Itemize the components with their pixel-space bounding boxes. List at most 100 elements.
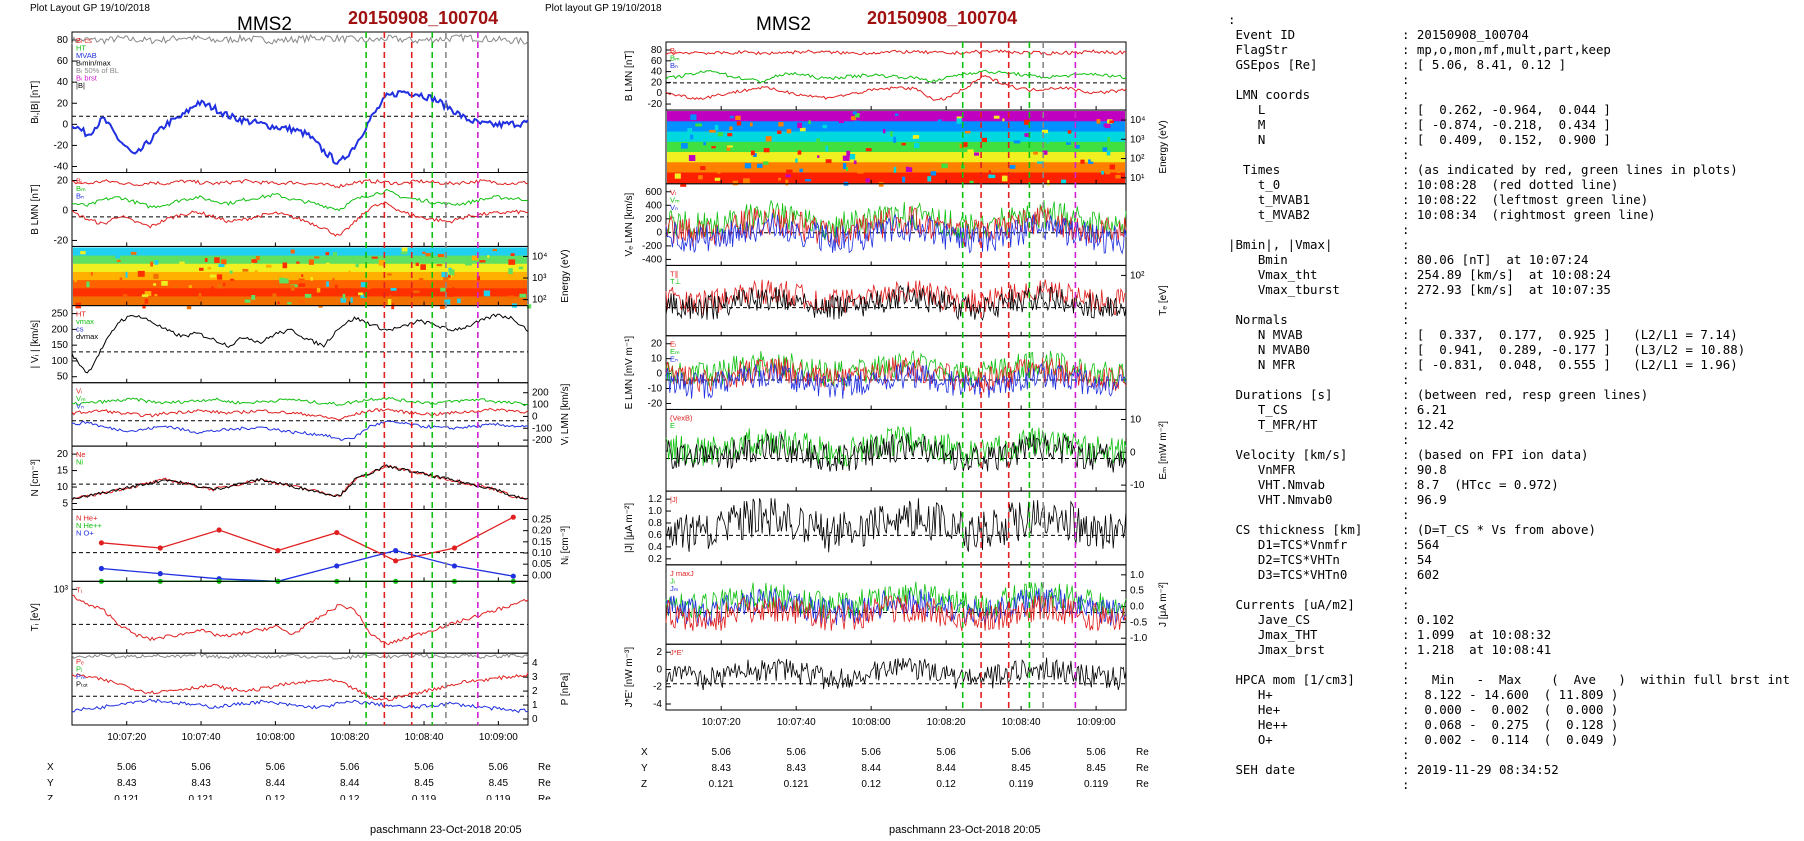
info-key: D3=TCS*VHTn0 <box>1228 567 1348 582</box>
data-point <box>157 545 163 551</box>
series-line <box>71 672 529 702</box>
info-row: Event ID: 20150908_100704 <box>1228 27 1798 42</box>
y-tick-label: 1.0 <box>1130 570 1144 581</box>
spectrogram-cell <box>1046 138 1049 144</box>
spectrogram-cell <box>931 175 938 180</box>
y-axis-label: Energy (eV) <box>560 249 571 302</box>
info-row: |Bmin|, |Vmax|: <box>1228 237 1798 252</box>
y-tick-label: 20 <box>651 77 663 88</box>
spectrogram-cell <box>437 253 445 258</box>
series-line <box>71 594 529 646</box>
info-key: GSEpos [Re] <box>1228 57 1318 72</box>
panel-frame <box>71 652 529 726</box>
y-tick-label: 600 <box>645 187 662 198</box>
spectrogram-cell <box>282 262 288 269</box>
position-value: 0.119 <box>1084 779 1109 790</box>
info-row: D1=TCS*Vnmfr: 564 <box>1228 537 1798 552</box>
y-tick-label: 0.05 <box>532 559 552 570</box>
spectrogram-cell <box>674 173 681 179</box>
info-key: N <box>1228 132 1266 147</box>
legend-entry: Bₗ brst <box>76 74 98 83</box>
event-info-table: : Event ID: 20150908_100704 FlagStr: mp,… <box>1228 12 1798 792</box>
info-value: : 8.122 - 14.600 ( 11.809 ) <box>1402 687 1619 702</box>
legend-entry: Bₘ <box>76 184 86 193</box>
info-row: H+: 8.122 - 14.600 ( 11.809 ) <box>1228 687 1798 702</box>
spectrogram-cell <box>1041 129 1049 134</box>
legend-entry: N O+ <box>76 528 94 537</box>
info-row: O+: 0.002 - 0.114 ( 0.049 ) <box>1228 732 1798 747</box>
spectrogram-cell <box>221 259 227 265</box>
legend-entry: Pᵢ <box>76 665 82 674</box>
info-value: : (between red, resp green lines) <box>1402 387 1649 402</box>
panel-2: 10⁴ 10³ 10² 10¹ Energy (eV) <box>665 109 1169 187</box>
spectrogram-cell <box>690 114 697 120</box>
info-value: : 2019-11-29 08:34:52 <box>1402 762 1559 777</box>
info-value: : <box>1402 237 1410 252</box>
info-key: Jmax_brst <box>1228 642 1325 657</box>
spectrogram-cell <box>1024 133 1030 137</box>
legend-entry: Eₘ <box>670 347 680 356</box>
info-key: Times <box>1228 162 1281 177</box>
legend-entry: vmax <box>76 317 94 326</box>
spectrogram-cell <box>846 150 851 157</box>
legend-entry: Bₗ <box>670 46 676 55</box>
legend-entry: |J| <box>670 495 678 504</box>
spectrogram-cell <box>753 153 757 157</box>
time-tick-label: 10:08:40 <box>1002 717 1041 728</box>
spectrogram-cell <box>1104 123 1111 129</box>
plot-footer: paschmann 23-Oct-2018 20:05 <box>370 824 522 836</box>
spectrogram-cell <box>849 153 856 160</box>
info-key: VnMFR <box>1228 462 1296 477</box>
info-key: t_0 <box>1228 177 1281 192</box>
legend-entry: Pₘ <box>76 672 86 681</box>
spectrogram-cell <box>703 142 707 146</box>
info-value: : 10:08:28 (red dotted line) <box>1402 177 1619 192</box>
info-value: : <box>1402 372 1410 387</box>
legend-entry: Ni <box>76 458 83 467</box>
spectrogram-cell <box>218 264 225 268</box>
info-value: : <box>1402 582 1410 597</box>
spectrogram-cell <box>422 249 426 253</box>
spectrogram-cell <box>712 113 715 119</box>
spectrogram-cell <box>254 269 258 276</box>
info-row: : <box>1228 297 1798 312</box>
info-key: Vmax_tburst <box>1228 282 1340 297</box>
spectrogram-cell <box>242 268 249 272</box>
info-row: LMN coords: <box>1228 87 1798 102</box>
spectrogram-cell <box>739 147 746 152</box>
info-row: He++: 0.068 - 0.275 ( 0.128 ) <box>1228 717 1798 732</box>
y-axis-label: J*E' [nW m⁻³] <box>624 647 635 708</box>
spectrogram-cell <box>902 176 906 183</box>
legend-entry: Bₗ cs <box>76 36 92 45</box>
spectrogram-cell <box>700 166 706 171</box>
series-line <box>71 698 529 714</box>
series-line <box>71 188 529 212</box>
info-key: |Bmin|, |Vmax| <box>1228 237 1333 252</box>
info-top-mark: : <box>1228 12 1236 27</box>
spectrogram-cell <box>371 256 378 259</box>
info-row: FlagStr: mp,o,mon,mf,mult,part,keep <box>1228 42 1798 57</box>
y-tick-label: 20 <box>57 176 69 187</box>
spectrogram-cell <box>161 280 168 286</box>
y-tick-label: 0.20 <box>532 526 552 537</box>
position-value: 0.119 <box>486 794 511 800</box>
spectrogram-cell <box>154 259 159 265</box>
legend-entry: Bₙ <box>670 61 678 70</box>
spectrogram-cell <box>153 273 159 279</box>
legend-entry: HT <box>76 44 86 53</box>
spectrogram-cell <box>893 166 897 173</box>
spectrogram-cell <box>222 282 226 287</box>
y-tick-label: -400 <box>642 254 662 265</box>
spectrogram-cell <box>785 174 791 178</box>
info-value: : (D=T_CS * Vs from above) <box>1402 522 1596 537</box>
spectrogram-cell <box>229 270 233 274</box>
spectrogram-cell <box>964 130 971 134</box>
spectrogram-cell <box>508 268 513 275</box>
position-value: 5.06 <box>1086 747 1106 758</box>
y-tick-label: 0.4 <box>648 542 662 553</box>
spectrogram-cell <box>304 293 312 298</box>
spacecraft-title: MMS2 <box>237 14 292 35</box>
